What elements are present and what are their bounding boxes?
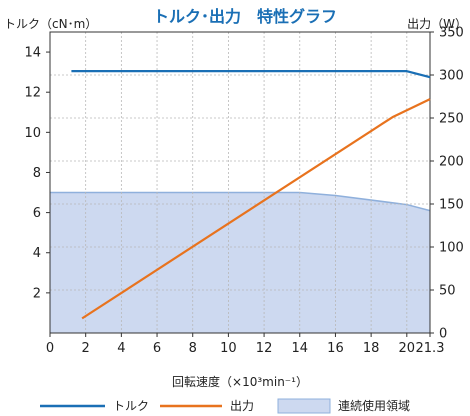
y-left-tick-label: 2 (33, 286, 41, 301)
torque-line (71, 70, 431, 79)
y-left-tick-label: 4 (33, 246, 41, 261)
y-right-tick-label: 300 (439, 69, 464, 84)
x-tick-label: 21.3 (416, 341, 445, 356)
x-tick-label: 0 (46, 341, 54, 356)
legend-label-torque: トルク (113, 399, 149, 413)
legend: トルク 出力 連続使用領域 (40, 398, 410, 414)
plot-layer: 0 2 4 6 8 10 12 14 16 18 20 21.3 2 4 6 8 10 12 14 0 50 100 150… (24, 26, 463, 357)
x-tick-label: 2 (82, 341, 90, 356)
y-left-tick-label: 8 (33, 166, 41, 181)
y-right-tick-label: 0 (439, 327, 447, 342)
x-tick-label: 14 (291, 341, 308, 356)
legend-swatch-continuous-area (277, 398, 331, 414)
power-line (81, 98, 431, 320)
y-right-tick-label: 350 (439, 26, 464, 41)
legend-label-continuous-area: 連続使用領域 (338, 398, 410, 413)
y-right-tick-label: 200 (439, 155, 464, 170)
x-tick-label: 18 (363, 341, 380, 356)
x-tick-label: 6 (153, 341, 161, 356)
x-axis-title: 回転速度（×10³min⁻¹） (172, 374, 308, 389)
y-left-tick-label: 12 (24, 86, 41, 101)
x-tick-label: 16 (327, 341, 344, 356)
y-right-tick-label: 50 (439, 284, 456, 299)
plot-frame (49, 31, 431, 334)
x-tick-label: 20 (399, 341, 416, 356)
y-left-tick-label: 10 (24, 126, 41, 141)
left-axis-title: トルク（cN･m） (4, 17, 97, 31)
x-tick-label: 4 (117, 341, 125, 356)
x-tick-label: 12 (256, 341, 273, 356)
continuous-area-fill (50, 192, 430, 333)
y-right-tick-label: 150 (439, 198, 464, 213)
x-tick-label: 8 (189, 341, 197, 356)
y-left-tick-label: 6 (33, 206, 41, 221)
continuous-area-edge (50, 191, 431, 212)
y-left-tick-label: 14 (24, 46, 41, 61)
chart-title: トルク･出力 特性グラフ (153, 7, 337, 26)
x-tick-label: 10 (220, 341, 237, 356)
legend-label-power: 出力 (230, 399, 254, 413)
y-right-tick-label: 100 (439, 241, 464, 256)
right-axis-title: 出力（W） (407, 17, 467, 31)
y-right-tick-label: 250 (439, 112, 464, 127)
